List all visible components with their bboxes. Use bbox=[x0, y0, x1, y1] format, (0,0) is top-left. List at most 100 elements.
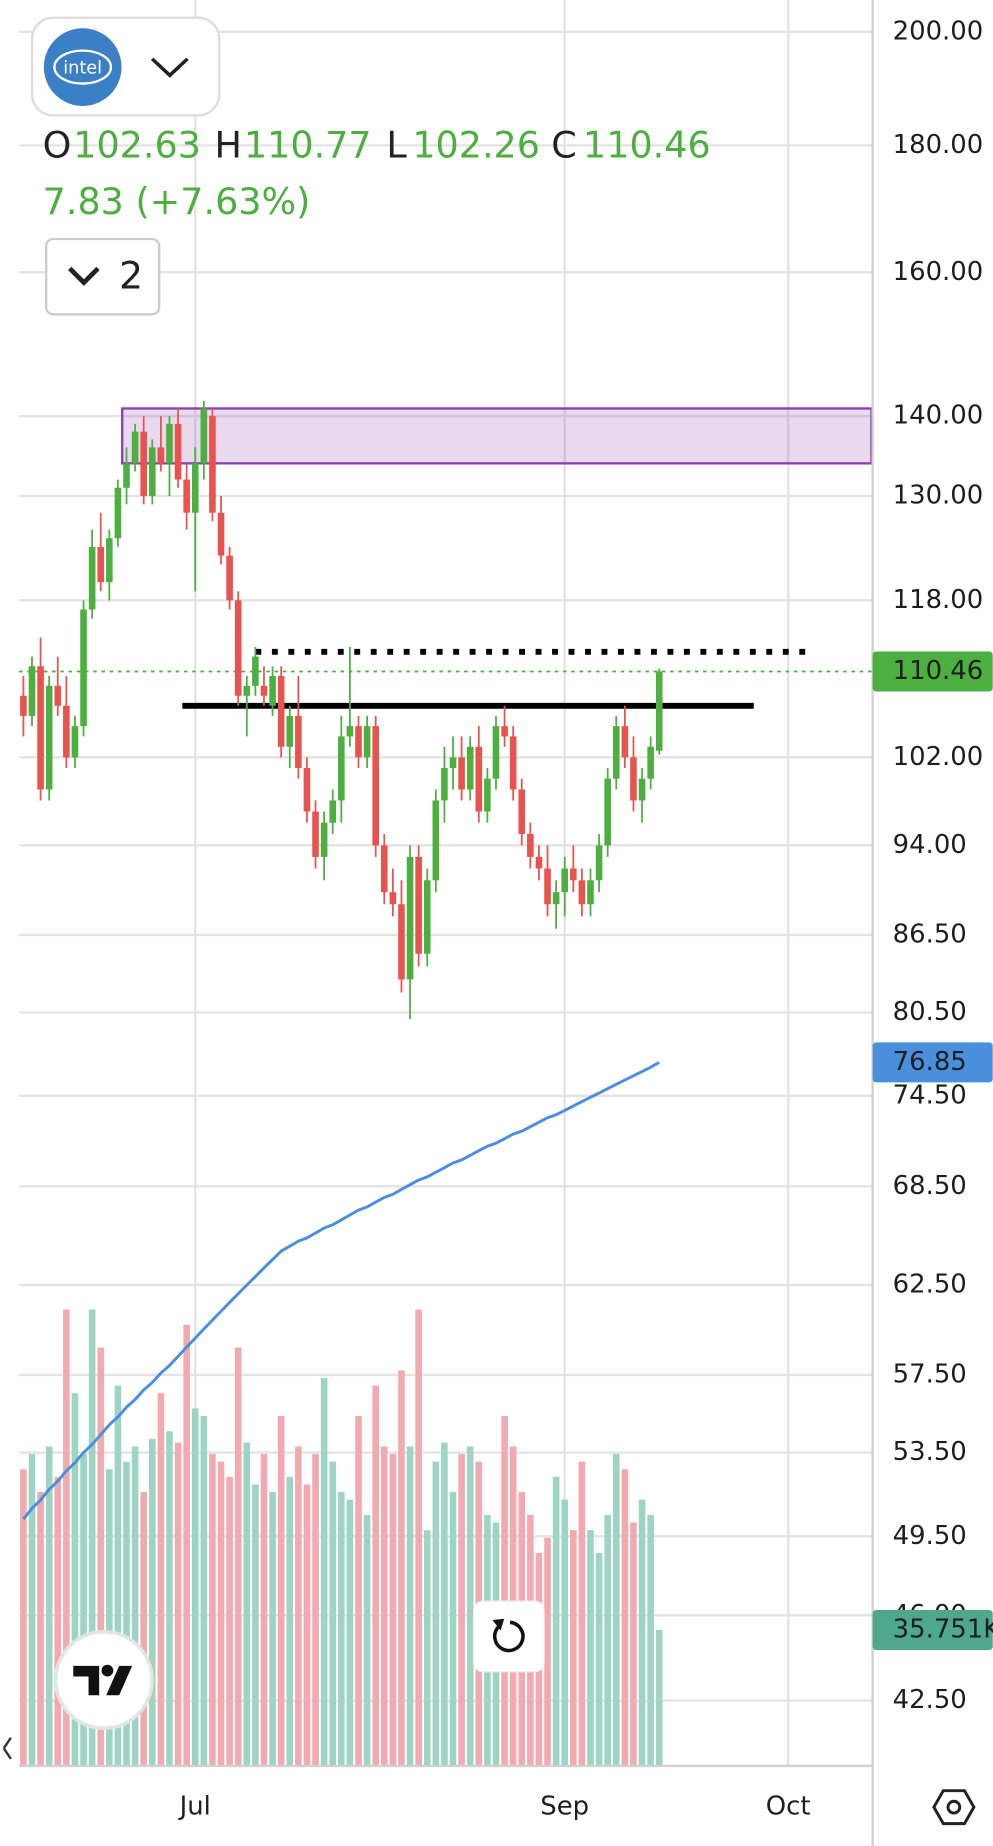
tv-logo-dot bbox=[101, 1664, 114, 1677]
y-tick-label: 80.50 bbox=[893, 997, 967, 1027]
volume-bar bbox=[63, 1309, 70, 1766]
volume-bar bbox=[123, 1461, 130, 1766]
volume-bar bbox=[45, 1446, 53, 1766]
volume-bar bbox=[234, 1347, 242, 1766]
candle-body bbox=[166, 423, 173, 464]
candle-body bbox=[578, 880, 586, 905]
candle-body bbox=[389, 892, 397, 905]
ohlc-label: C bbox=[551, 124, 576, 167]
settings-button[interactable] bbox=[932, 1789, 976, 1826]
candle-body bbox=[97, 546, 105, 583]
candle-body bbox=[338, 736, 345, 801]
indicators-button[interactable] bbox=[45, 237, 161, 316]
chevron bbox=[68, 266, 100, 286]
logo-ring bbox=[53, 49, 113, 85]
candle-body bbox=[252, 656, 259, 686]
candle-body bbox=[45, 685, 53, 790]
volume-bar bbox=[638, 1499, 646, 1766]
volume-bar bbox=[20, 1469, 27, 1766]
candle-body bbox=[638, 778, 646, 801]
volume-bar bbox=[191, 1408, 199, 1766]
y-tick-label: 140.00 bbox=[893, 401, 984, 431]
volume-bar bbox=[140, 1492, 147, 1766]
candle-body bbox=[243, 685, 251, 696]
moving-average bbox=[22, 1061, 660, 1520]
y-tick-label: 68.50 bbox=[893, 1171, 967, 1201]
candle-body bbox=[484, 778, 491, 812]
volume-bar bbox=[209, 1454, 216, 1766]
candle-body bbox=[20, 695, 27, 716]
candle-body bbox=[544, 868, 551, 905]
volume-bar bbox=[277, 1416, 285, 1766]
ohlc-label: H bbox=[215, 124, 242, 167]
scroll-left[interactable] bbox=[2, 1737, 12, 1760]
volume-bar bbox=[28, 1454, 36, 1766]
candle-body bbox=[217, 512, 225, 556]
candle-body bbox=[148, 447, 156, 496]
axis-layer: 200.00 180.00 160.00 140.00 130.00 118.00 102.… bbox=[178, 16, 993, 1821]
y-tick-label: 53.50 bbox=[893, 1437, 967, 1467]
candle-body bbox=[475, 746, 483, 812]
x-tick-label: Jul bbox=[178, 1792, 211, 1822]
candle-body bbox=[123, 463, 130, 488]
candle-body bbox=[131, 431, 139, 464]
candle-body bbox=[157, 447, 165, 464]
last-price-badge bbox=[872, 651, 993, 692]
volume-bar bbox=[114, 1385, 122, 1766]
change: 7.83 (+7.63%) bbox=[43, 180, 311, 223]
candle-body bbox=[363, 726, 371, 758]
volume-bar bbox=[131, 1446, 139, 1766]
volume-bar bbox=[174, 1442, 182, 1766]
candle-body bbox=[587, 880, 594, 905]
volume-badge bbox=[872, 1609, 993, 1650]
volume-bar bbox=[252, 1484, 259, 1766]
volume-bar bbox=[612, 1454, 620, 1766]
reset-button[interactable] bbox=[472, 1600, 545, 1673]
logo bbox=[43, 28, 122, 106]
volume-bar bbox=[604, 1514, 611, 1766]
volume-bar bbox=[166, 1431, 173, 1766]
volume-bar bbox=[148, 1438, 156, 1766]
volume-bar bbox=[570, 1530, 577, 1766]
candle-body bbox=[647, 746, 654, 779]
volume-bar bbox=[561, 1499, 569, 1766]
candle-body bbox=[612, 726, 620, 779]
volume-bar bbox=[647, 1514, 654, 1766]
volume-bar bbox=[621, 1469, 629, 1766]
volume-bar bbox=[71, 1393, 79, 1766]
candle-body bbox=[54, 685, 62, 706]
candle-body bbox=[200, 408, 208, 464]
reset-arrow bbox=[492, 1618, 505, 1631]
candle-body bbox=[312, 811, 319, 857]
volume-bar bbox=[200, 1416, 208, 1766]
candle-body bbox=[71, 726, 79, 758]
candle-body bbox=[518, 789, 526, 834]
volume-bar bbox=[501, 1416, 508, 1766]
candle-body bbox=[63, 705, 70, 758]
x-tick-label: Sep bbox=[540, 1792, 589, 1822]
volume-label: 35.751K bbox=[893, 1614, 993, 1644]
tv-logo[interactable] bbox=[53, 1629, 154, 1731]
volume-bar bbox=[578, 1461, 586, 1766]
y-tick-label: 102.00 bbox=[893, 742, 984, 772]
candle-body bbox=[260, 685, 268, 696]
volume-bar bbox=[441, 1442, 448, 1766]
candle-body bbox=[269, 675, 276, 706]
candle-body bbox=[415, 856, 422, 954]
volume-bar bbox=[303, 1484, 311, 1766]
candle-body bbox=[570, 868, 577, 881]
volume-bar bbox=[630, 1522, 637, 1766]
volume-bar bbox=[80, 1454, 87, 1766]
ohlc-label: L bbox=[386, 124, 407, 167]
candle-body bbox=[209, 416, 216, 513]
volume-bar bbox=[338, 1492, 345, 1766]
candle-body bbox=[432, 800, 440, 881]
volume-bar bbox=[286, 1476, 294, 1766]
candle-body bbox=[552, 892, 560, 905]
candle-body bbox=[398, 904, 405, 980]
candle-body bbox=[303, 767, 311, 812]
volume-bar bbox=[355, 1416, 362, 1766]
volume-bar bbox=[423, 1530, 431, 1766]
volume-bar bbox=[295, 1446, 302, 1766]
